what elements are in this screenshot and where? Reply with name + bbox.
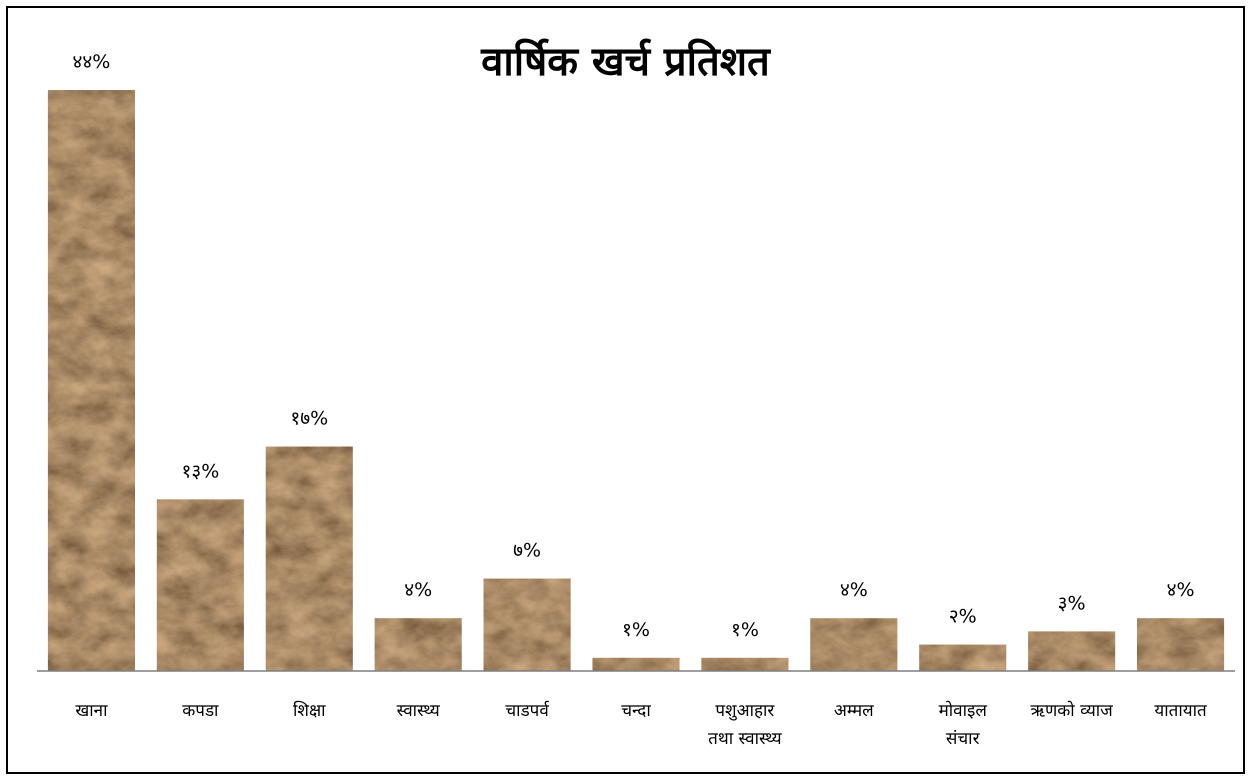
bar-3 <box>374 618 462 671</box>
data-label-6: १% <box>731 619 759 641</box>
bar-8 <box>919 644 1007 671</box>
category-label-9: ऋणको व्याज <box>1030 700 1113 721</box>
bar-10 <box>1136 618 1225 671</box>
category-label-8-line-0: मोवाइल <box>939 700 988 721</box>
bar-7 <box>810 618 898 671</box>
chart-title: वार्षिक खर्च प्रतिशत <box>481 39 770 85</box>
category-label-7: अम्मल <box>834 701 874 721</box>
category-label-10: यातायात <box>1154 701 1207 721</box>
data-label-9: ३% <box>1058 592 1086 614</box>
bar-1 <box>156 499 244 671</box>
data-label-1: १३% <box>181 460 219 482</box>
category-label-5: चन्दा <box>621 701 651 721</box>
bar-6 <box>701 657 789 671</box>
data-label-5: १% <box>622 619 650 641</box>
data-label-7: ४% <box>840 579 868 601</box>
category-label-4: चाडपर्व <box>505 700 549 721</box>
data-label-2: १७% <box>290 408 328 430</box>
category-label-1: कपडा <box>182 701 219 721</box>
category-label-0: खाना <box>75 701 108 721</box>
data-label-0: ४४% <box>73 51 111 73</box>
category-label-6-line-0: पशुआहार <box>715 701 775 721</box>
category-label-2: शिक्षा <box>293 700 326 721</box>
category-label-3: स्वास्थ्य <box>397 701 441 721</box>
data-label-10: ४% <box>1167 579 1195 601</box>
bar-5 <box>592 657 680 671</box>
bar-4 <box>483 578 571 671</box>
data-label-3: ४% <box>404 579 432 601</box>
bar-0 <box>47 90 136 671</box>
category-label-8-line-1: संचार <box>946 729 981 749</box>
bar-9 <box>1028 631 1116 671</box>
data-label-8: २% <box>949 606 977 628</box>
category-label-6-line-1: तथा स्वास्थ्य <box>708 729 783 749</box>
data-label-4: ७% <box>513 540 541 562</box>
bar-2 <box>265 446 353 671</box>
